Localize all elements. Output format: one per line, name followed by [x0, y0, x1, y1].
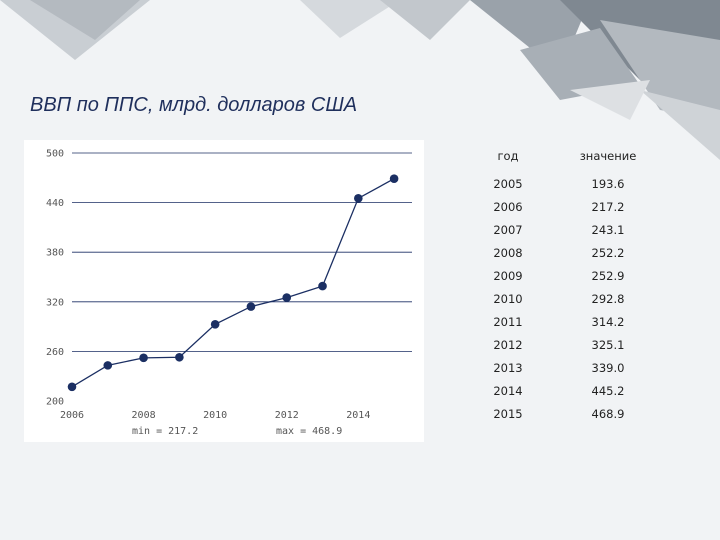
max-label: max = 468.9 [276, 426, 342, 437]
decor-shape [520, 28, 640, 100]
chart-panel: 200 260 320 380 440 500 2006 2008 2010 2012 2014 mi… [24, 140, 424, 442]
x-tick-label: 2014 [346, 410, 370, 421]
cell-value: 193.6 [591, 176, 625, 191]
data-point [389, 174, 399, 184]
data-point [139, 353, 148, 363]
decor-shape [30, 0, 140, 40]
y-tick-label: 440 [46, 198, 64, 209]
data-point [210, 319, 220, 329]
data-point [67, 382, 77, 392]
cell-year: 2014 [493, 384, 523, 399]
table-row: 2014 445.2 [480, 380, 680, 403]
cell-year: 2012 [493, 338, 523, 353]
y-tick-label: 200 [46, 397, 64, 408]
cell-year: 2008 [493, 245, 523, 260]
slide-title: ВВП по ППС, млрд. долларов США [30, 94, 358, 116]
cell-year: 2005 [493, 176, 523, 191]
cell-value: 339.0 [591, 361, 625, 376]
decor-shape [640, 90, 720, 160]
cell-year: 2011 [493, 315, 523, 330]
table-row: 2007 243.1 [480, 218, 680, 241]
cell-value: 314.2 [591, 315, 625, 330]
table-row: 2006 217.2 [480, 195, 680, 218]
data-point [175, 352, 184, 362]
table-row: 2011 314.2 [480, 311, 680, 334]
cell-value: 445.2 [591, 384, 625, 399]
table-row: 2005 193.6 [480, 168, 680, 195]
cell-year: 2010 [493, 292, 523, 307]
cell-value: 252.9 [591, 268, 625, 283]
table-row: 2008 252.2 [480, 241, 680, 264]
decor-shape [570, 80, 650, 120]
min-label: min = 217.2 [132, 426, 198, 437]
table-header-row: год значение [480, 144, 680, 168]
x-tick-label: 2008 [132, 410, 156, 421]
cell-year: 2015 [493, 407, 523, 422]
y-tick-label: 320 [46, 297, 64, 308]
decor-shape [300, 0, 400, 38]
decor-shape [380, 0, 470, 40]
data-point [246, 302, 256, 311]
data-point [318, 281, 327, 291]
cell-year: 2009 [493, 268, 523, 283]
cell-year: 2006 [493, 199, 523, 214]
cell-year: 2007 [493, 222, 523, 237]
cell-year: 2013 [493, 361, 523, 376]
cell-value: 217.2 [591, 199, 625, 214]
column-header-year: год [497, 149, 519, 163]
cell-value: 243.1 [591, 222, 625, 237]
column-header-value: значение [579, 149, 637, 163]
y-tick-label: 260 [46, 347, 64, 358]
cell-value: 325.1 [591, 338, 625, 353]
cell-value: 252.2 [591, 245, 625, 260]
series-line [71, 178, 395, 388]
y-tick-label: 500 [46, 149, 64, 160]
table-row: 2012 325.1 [480, 334, 680, 357]
x-tick-label: 2010 [203, 410, 227, 421]
table-row: 2013 339.0 [480, 357, 680, 380]
line-chart: 200 260 320 380 440 500 2006 2008 2010 2012 2014 mi… [46, 149, 412, 437]
cell-value: 292.8 [591, 292, 625, 307]
data-point [282, 293, 292, 302]
data-point [103, 361, 113, 370]
table-row: 2009 252.9 [480, 264, 680, 287]
x-tick-label: 2012 [275, 410, 299, 421]
decor-shape [600, 20, 720, 120]
data-point [354, 194, 363, 203]
data-table: год значение 2005 193.6 2006 217.2 2007 243.1… [480, 144, 680, 426]
cell-value: 468.9 [591, 407, 625, 422]
table-row: 2010 292.8 [480, 287, 680, 310]
y-tick-label: 380 [46, 248, 64, 259]
table-row: 2015 468.9 [480, 403, 680, 426]
x-tick-label: 2006 [60, 410, 84, 421]
